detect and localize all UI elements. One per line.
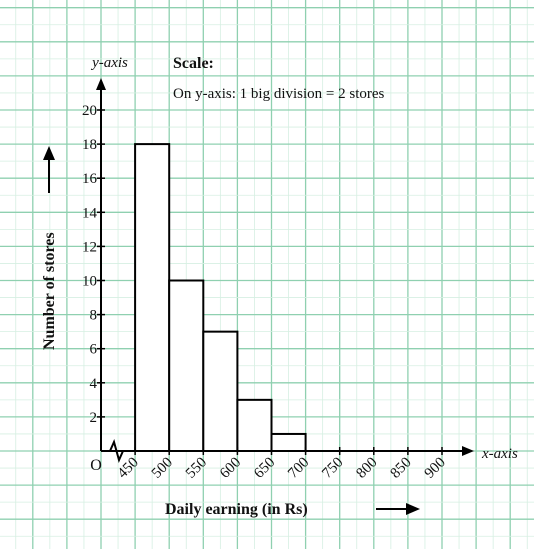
y-tick-label: 8 [90, 308, 98, 324]
x-title-arrow [376, 503, 420, 515]
x-axis-tag: x-axis [481, 446, 518, 462]
histogram-bar [202, 330, 239, 452]
y-axis-arrow [96, 78, 106, 90]
y-title-arrow [43, 146, 55, 193]
scale-heading: Scale: [173, 55, 214, 72]
x-axis-title: Daily earning (in Rs) [165, 501, 308, 518]
y-tick-label: 12 [82, 239, 97, 255]
x-tick-label: 750 [319, 455, 346, 482]
y-tick-label: 18 [82, 137, 97, 153]
x-tick-label: 500 [149, 455, 176, 482]
x-tick-label: 550 [183, 455, 210, 482]
axis-break-kink [109, 439, 124, 463]
x-tick-label: 700 [285, 455, 312, 482]
x-tick-label: 600 [217, 455, 244, 482]
bars [134, 143, 307, 453]
origin-label: O [90, 457, 102, 474]
histogram-bar [270, 432, 307, 453]
x-axis-arrow [462, 446, 474, 456]
x-tick-label: 850 [388, 455, 415, 482]
histogram-bar [168, 279, 205, 452]
y-tick-label: 20 [82, 103, 97, 119]
scale-text: On y-axis: 1 big division = 2 stores [173, 86, 385, 102]
y-axis-tag: y-axis [90, 55, 128, 71]
x-tick-label: 900 [422, 455, 449, 482]
y-tick-label: 6 [90, 342, 98, 358]
x-tick-label: 800 [353, 455, 380, 482]
axes [96, 78, 474, 463]
y-tick-label: 16 [82, 171, 98, 187]
histogram-bar [134, 143, 171, 452]
y-tick-label: 2 [90, 410, 98, 426]
y-tick-label: 10 [82, 274, 97, 290]
y-axis-title: Number of stores [41, 232, 58, 350]
y-tick-label: 4 [90, 376, 98, 392]
histogram-bar [236, 398, 273, 453]
x-tick-label: 650 [251, 455, 278, 482]
y-tick-label: 14 [82, 205, 98, 221]
